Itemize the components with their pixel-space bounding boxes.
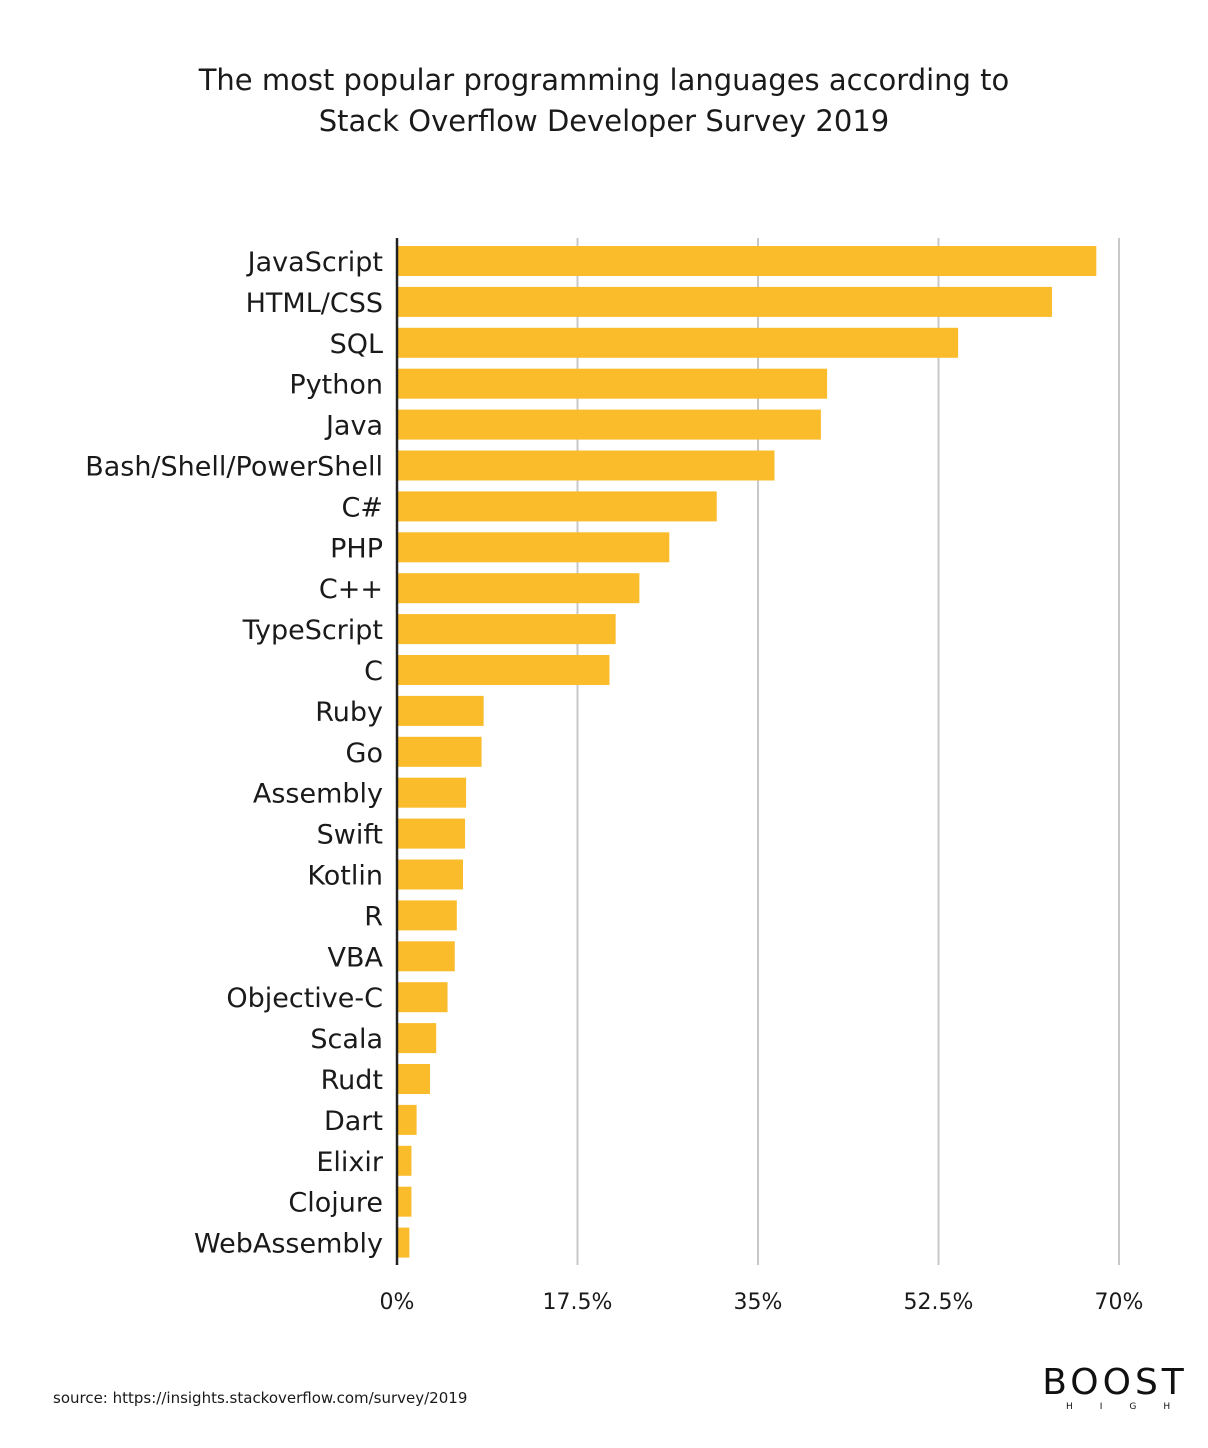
bar-objective-c [397, 982, 448, 1013]
bar-swift [397, 818, 466, 849]
brand-logo-sub: HIGH [1066, 1402, 1198, 1412]
category-label-assembly: Assembly [253, 779, 383, 810]
bar-webassembly [397, 1227, 410, 1258]
bar-python [397, 368, 828, 399]
tick-label-4: 70% [1095, 1290, 1144, 1315]
bar-rudt [397, 1064, 431, 1094]
brand-logo: BOOST HIGH [1040, 1362, 1198, 1413]
bar-dart [397, 1104, 417, 1135]
bar-kotlin [397, 859, 464, 890]
tick-label-2: 35% [734, 1290, 783, 1315]
tick-label-1: 17.5% [543, 1290, 613, 1315]
bar-java [397, 409, 821, 440]
category-label-webassembly: WebAssembly [194, 1229, 383, 1260]
source-note: source: https://insights.stackoverflow.c… [53, 1389, 468, 1407]
bar-r [397, 900, 457, 931]
category-label-javascript: JavaScript [246, 247, 383, 278]
category-label-rudt: Rudt [321, 1065, 383, 1096]
category-label-scala: Scala [310, 1024, 383, 1055]
category-label-objective-c: Objective-C [226, 983, 383, 1014]
bar-assembly [397, 777, 467, 808]
bar-scala [397, 1023, 437, 1054]
category-label-typescript: TypeScript [242, 615, 383, 646]
category-label-swift: Swift [317, 820, 383, 851]
chart-title-line-2: Stack Overflow Developer Survey 2019 [318, 104, 890, 138]
category-label-c: C [364, 656, 383, 687]
category-label-vba: VBA [328, 942, 384, 973]
bar-html-css [397, 286, 1052, 317]
bar-javascript [397, 246, 1097, 276]
category-label-dart: Dart [324, 1106, 383, 1137]
chart-title-line-1: The most popular programming languages a… [198, 63, 1010, 97]
category-label-r: R [364, 901, 383, 932]
category-label-ruby: Ruby [315, 697, 383, 728]
category-label-python: Python [289, 370, 383, 401]
category-label-clojure: Clojure [288, 1188, 383, 1219]
category-label-sql: SQL [330, 329, 383, 360]
category-label-kotlin: Kotlin [307, 861, 383, 892]
category-label-elixir: Elixir [316, 1147, 384, 1178]
brand-logo-name: BOOST [1042, 1362, 1188, 1403]
category-label-php: PHP [330, 533, 383, 564]
category-label-html-css: HTML/CSS [246, 288, 383, 319]
bar-c [397, 655, 610, 685]
bar-vba [397, 941, 455, 972]
category-label-c-: C++ [319, 574, 383, 605]
tick-label-0: 0% [380, 1290, 415, 1315]
bar-c- [397, 573, 640, 604]
bar-clojure [397, 1186, 412, 1217]
category-label-c-: C# [342, 492, 383, 523]
bar-go [397, 736, 482, 767]
bar-typescript [397, 614, 616, 645]
category-label-go: Go [346, 738, 383, 769]
bar-elixir [397, 1145, 412, 1176]
category-label-java: Java [324, 411, 383, 442]
tick-label-3: 52.5% [904, 1290, 974, 1315]
bar-ruby [397, 695, 484, 726]
chart-title: The most popular programming languages a… [0, 60, 1208, 142]
bar-php [397, 532, 670, 563]
category-label-bash-shell-powershell: Bash/Shell/PowerShell [85, 452, 383, 483]
bar-bash-shell-powershell [397, 450, 775, 481]
bar-c- [397, 491, 717, 522]
bar-sql [397, 327, 959, 358]
